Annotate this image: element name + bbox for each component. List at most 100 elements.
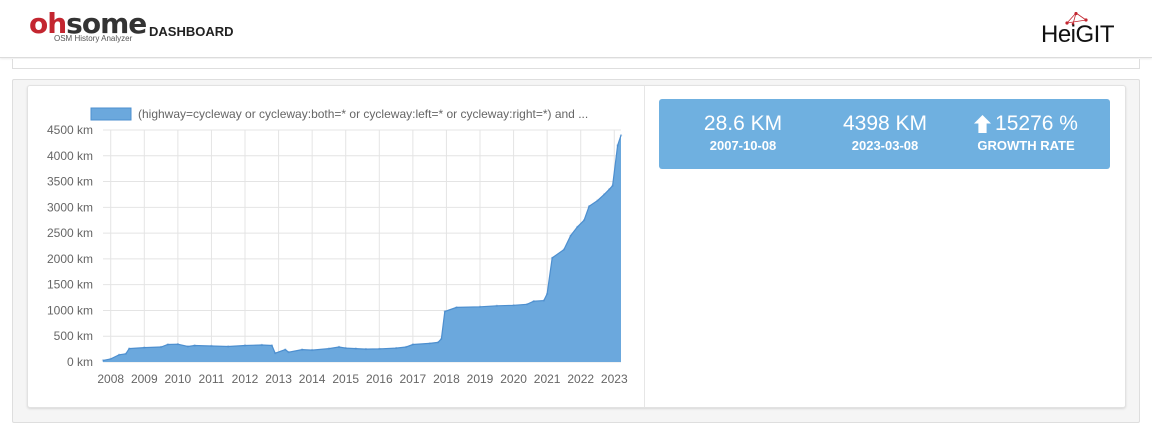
data-point xyxy=(274,352,277,355)
y-tick-label: 3000 km xyxy=(47,200,93,214)
x-tick-label: 2023 xyxy=(601,372,628,386)
data-point xyxy=(227,345,230,348)
data-point xyxy=(310,348,314,352)
y-tick-label: 2500 km xyxy=(47,226,93,240)
data-point xyxy=(436,341,440,344)
y-axis: 0 km 500 km 1000 km 1500 km 2000 km 2500 km 30… xyxy=(47,123,93,369)
logo-wordmark-part1: oh xyxy=(29,7,67,40)
data-point xyxy=(143,346,146,349)
heigit-network-icon xyxy=(1065,12,1088,26)
data-point xyxy=(124,352,128,355)
data-point xyxy=(440,337,443,340)
dashboard-title: DASHBOARD xyxy=(149,24,234,39)
data-point xyxy=(542,299,545,302)
data-point xyxy=(287,351,290,354)
data-point xyxy=(562,248,566,251)
heigit-logo[interactable]: HeiGIT xyxy=(1040,12,1130,52)
top-panel-edge xyxy=(12,59,1140,69)
data-point xyxy=(587,205,591,208)
x-tick-label: 2017 xyxy=(400,372,427,386)
data-point xyxy=(128,347,131,350)
data-point xyxy=(611,184,614,187)
x-tick-label: 2008 xyxy=(97,372,124,386)
x-tick-label: 2020 xyxy=(500,372,527,386)
app-header: ohsome OSM History Analyzer DASHBOARD He… xyxy=(0,0,1152,58)
data-point xyxy=(210,344,213,348)
x-tick-label: 2015 xyxy=(332,372,359,386)
growth-value: 15276 % xyxy=(995,112,1078,135)
x-tick-label: 2022 xyxy=(567,372,594,386)
data-point xyxy=(619,134,623,137)
data-point xyxy=(166,343,169,346)
data-point xyxy=(101,359,105,362)
x-tick-label: 2011 xyxy=(199,372,225,386)
x-axis: 2008 2009 2010 2011 2012 2013 2014 2015 2016 2017… xyxy=(97,372,628,386)
data-point xyxy=(354,347,357,350)
data-point xyxy=(159,345,163,349)
x-tick-label: 2019 xyxy=(467,372,494,386)
area-line xyxy=(102,135,622,362)
y-tick-label: 2000 km xyxy=(47,252,93,266)
data-point xyxy=(411,343,415,346)
data-point xyxy=(551,256,554,260)
data-point xyxy=(616,144,619,147)
data-point xyxy=(495,304,498,307)
data-point xyxy=(608,188,611,191)
stats-panel: 28.6 KM 2007-10-08 4398 KM 2023-03-08 15… xyxy=(659,99,1110,169)
growth-value-row: 15276 % xyxy=(951,112,1101,136)
x-tick-label: 2009 xyxy=(131,372,158,386)
data-point xyxy=(532,300,535,303)
data-point xyxy=(596,199,599,202)
area-fill xyxy=(103,135,621,362)
data-point xyxy=(364,347,368,351)
data-point xyxy=(193,344,196,347)
data-point xyxy=(270,344,274,347)
data-point xyxy=(300,348,304,351)
data-point xyxy=(378,347,381,351)
end-value: 4398 KM xyxy=(842,112,928,135)
data-point xyxy=(582,219,586,222)
data-point xyxy=(186,345,190,348)
data-point xyxy=(455,306,458,309)
heigit-wordmark: HeiGIT xyxy=(1041,21,1115,48)
data-point xyxy=(428,342,431,345)
data-point xyxy=(243,344,247,347)
data-point xyxy=(344,346,347,350)
x-tick-label: 2014 xyxy=(299,372,326,386)
start-date: 2007-10-08 xyxy=(709,138,777,153)
logo-wordmark-part2: some xyxy=(66,7,147,40)
legend-swatch[interactable] xyxy=(90,107,132,121)
y-tick-label: 1000 km xyxy=(47,303,93,317)
data-point xyxy=(576,225,579,229)
data-point xyxy=(284,348,287,351)
data-point xyxy=(603,193,606,196)
growth-label: GROWTH RATE xyxy=(977,138,1075,153)
data-point xyxy=(525,303,529,306)
arrow-up-icon xyxy=(974,115,992,134)
legend-label[interactable]: (highway=cycleway or cycleway:both=* or … xyxy=(138,107,588,121)
length-chart[interactable]: (highway=cycleway or cycleway:both=* or … xyxy=(28,86,638,396)
y-tick-label: 1500 km xyxy=(47,278,93,292)
ohsome-logo[interactable]: ohsome OSM History Analyzer DASHBOARD xyxy=(29,7,234,44)
x-tick-label: 2016 xyxy=(366,372,393,386)
data-point xyxy=(404,345,408,349)
data-point xyxy=(337,345,341,349)
y-tick-label: 4000 km xyxy=(47,149,93,163)
data-point xyxy=(512,304,515,307)
data-point xyxy=(394,346,398,350)
data-point xyxy=(478,305,482,308)
data-point xyxy=(545,292,549,296)
data-point xyxy=(260,343,263,347)
data-point xyxy=(109,357,112,361)
x-tick-label: 2018 xyxy=(433,372,460,386)
y-tick-label: 0 km xyxy=(67,355,93,369)
card-divider xyxy=(644,86,645,407)
y-tick-label: 500 km xyxy=(54,329,93,343)
end-date: 2023-03-08 xyxy=(851,138,919,153)
data-point xyxy=(569,234,572,237)
data-point xyxy=(443,310,446,313)
y-tick-label: 3500 km xyxy=(47,175,93,189)
x-tick-label: 2010 xyxy=(165,372,192,386)
x-tick-label: 2021 xyxy=(534,372,561,386)
x-tick-label: 2013 xyxy=(265,372,292,386)
